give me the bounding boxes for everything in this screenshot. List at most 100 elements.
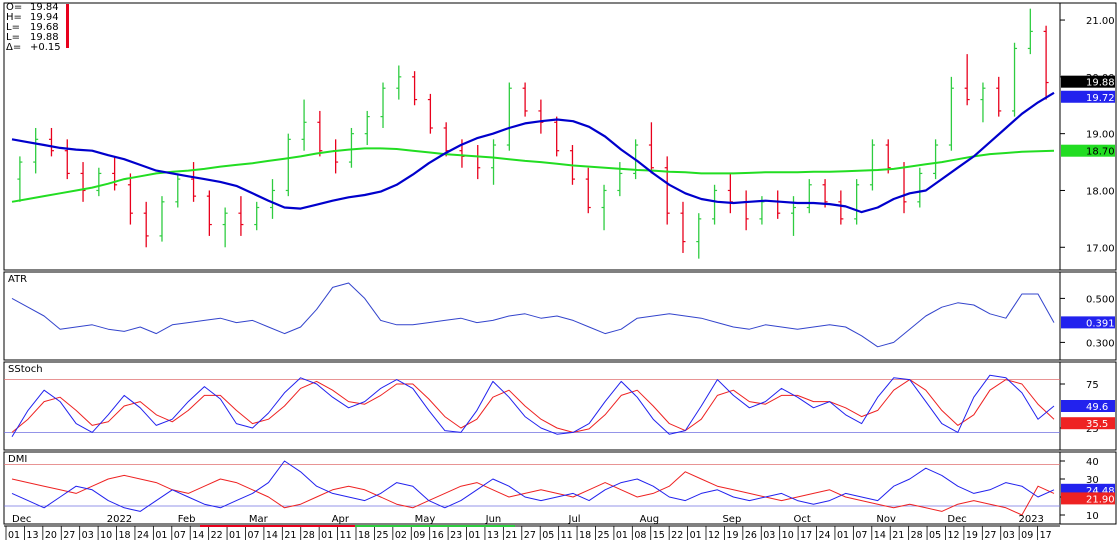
stoch-k-line [11,374,1055,438]
panel-frames [3,2,1117,525]
dmi-panel-label: DMI [8,454,27,465]
high-value: 19.94 [30,12,59,23]
xaxis-day-20: 25 [376,530,388,541]
price-ytick-label-4: 17.00 [1086,243,1115,254]
stoch-ytick-label-1: 25 [1086,424,1099,435]
stoch-d-line [11,379,1055,433]
xaxis-day-32: 25 [597,530,609,541]
xaxis-day-28: 27 [524,530,536,541]
xaxis-day-22: 09 [413,530,425,541]
xaxis-day-35: 15 [653,530,665,541]
xaxis-day-8: 01 [155,530,167,541]
xaxis-day-54: 03 [1003,530,1015,541]
price-last-label-1: 19.72 [1086,93,1115,104]
xaxis-day-31: 18 [579,530,591,541]
stoch-k-last: 49.6 [1086,402,1108,413]
stoch-ytick-label-0: 75 [1086,380,1099,391]
stoch-d-last-bg [1061,417,1115,430]
xaxis-day-29: 05 [542,530,554,541]
xaxis-day-55: 09 [1021,530,1033,541]
price-ytick-label-3: 18.00 [1086,186,1115,197]
ma-slow-line [11,147,1055,203]
xaxis-strip-red [200,525,355,527]
xaxis-day-48: 21 [892,530,904,541]
atr-ytick-label-0: 0.500 [1086,294,1115,305]
xaxis-day-46: 07 [855,530,867,541]
xaxis-month-5: May [415,514,436,525]
xaxis-day-12: 01 [229,530,241,541]
xaxis-month-9: Sep [722,514,741,525]
frame-dmi [3,451,1117,525]
xaxis-month-6: Jun [485,514,502,525]
xaxis-day-53: 27 [984,530,996,541]
xaxis-day-43: 17 [800,530,812,541]
stoch-panel-label: SStoch [8,364,43,375]
xaxis-day-0: 01 [8,530,20,541]
xaxis-day-47: 14 [874,530,886,541]
xaxis-day-24: 23 [450,530,462,541]
xaxis-day-30: 11 [561,530,573,541]
price-last-label-0: 19.88 [1086,78,1115,89]
ohlc-readout: O= 19.84 H= 19.94 L= 19.68 L= 19.88 Δ= +… [6,2,69,53]
xaxis-day-3: 27 [63,530,75,541]
xaxis-day-6: 18 [119,530,131,541]
xaxis-day-26: 13 [487,530,499,541]
xaxis-month-3: Mar [249,514,269,525]
price-last-label-1-bg [1061,90,1115,103]
price-last-label-2: 18.70 [1086,147,1115,158]
xaxis-day-33: 01 [616,530,628,541]
xaxis-day-38: 12 [708,530,720,541]
axis-layer: 21.0020.0019.0018.0017.0019.8819.7218.70… [4,16,1115,541]
xaxis-day-40: 26 [745,530,757,541]
xaxis-day-16: 28 [303,530,315,541]
dmi-ytick-label-0: 40 [1086,457,1099,468]
dmi-ytick-label-3: 10 [1086,511,1099,522]
xaxis-month-12: Dec [947,514,966,525]
xaxis-day-1: 13 [26,530,38,541]
xaxis-day-37: 01 [690,530,702,541]
frame-price [3,2,1117,271]
xaxis-day-17: 01 [321,530,333,541]
dmi-plus-line [11,460,1055,512]
xaxis-month-7: Jul [568,514,581,525]
price-panel [11,8,1055,259]
price-last-label-2-bg [1061,144,1115,157]
atr-panel-label: ATR [8,274,27,285]
atr-panel [11,282,1055,348]
low-value: 19.68 [30,22,59,33]
atr-ytick-label-1: 0.300 [1086,338,1115,349]
xaxis-month-11: Nov [876,514,896,525]
dmi-minus-last-bg [1061,492,1115,505]
frame-stoch [3,361,1117,451]
xaxis-strip-green [355,525,515,527]
change-value: +0.15 [30,42,61,53]
xaxis-day-15: 21 [284,530,296,541]
xaxis-day-23: 16 [432,530,444,541]
atr-last-label: 0.391 [1086,318,1115,329]
xaxis-day-56: 17 [1040,530,1052,541]
dmi-minus-last: 21.90 [1086,494,1115,505]
xaxis-day-11: 22 [211,530,223,541]
atr-last-label-bg [1061,316,1115,329]
close-label: L= [6,32,20,43]
xaxis-day-10: 14 [192,530,204,541]
xaxis-month-13: 2023 [1018,514,1043,525]
xaxis-month-10: Oct [794,514,811,525]
stoch-k-last-bg [1061,400,1115,412]
xaxis-month-8: Aug [640,514,660,525]
xaxis-day-50: 05 [929,530,941,541]
atr-line [11,282,1055,348]
xaxis-month-4: Apr [332,514,350,525]
xaxis-day-41: 03 [763,530,775,541]
price-ytick-label-2: 19.00 [1086,130,1115,141]
xaxis-day-14: 14 [266,530,278,541]
dmi-minus-line [11,471,1055,516]
open-label: O= [6,2,22,13]
price-last-label-0-bg [1061,75,1115,88]
xaxis-day-2: 20 [45,530,57,541]
xaxis-day-19: 18 [358,530,370,541]
open-value: 19.84 [30,2,59,13]
ohlc-color-swatch [66,4,69,48]
stoch-d-last: 35.5 [1086,419,1108,430]
